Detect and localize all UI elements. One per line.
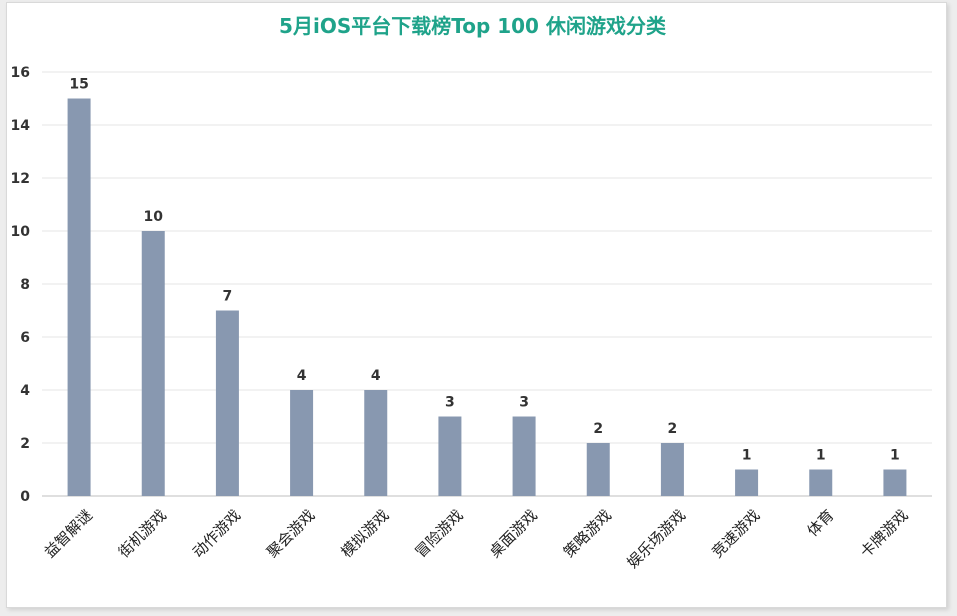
data-label: 2 <box>593 421 603 437</box>
chart-title: 5月iOS平台下载榜Top 100 休闲游戏分类 <box>279 14 666 38</box>
y-tick-label: 2 <box>20 436 30 452</box>
y-tick-label: 4 <box>20 383 30 399</box>
data-label: 10 <box>144 209 164 225</box>
data-label: 3 <box>519 395 529 411</box>
y-tick-label: 14 <box>11 118 31 134</box>
data-label: 2 <box>668 421 678 437</box>
bar[interactable] <box>660 443 684 496</box>
data-label: 4 <box>297 368 307 384</box>
y-tick-label: 10 <box>11 224 31 240</box>
x-category-label: 动作游戏 <box>189 506 244 561</box>
bar[interactable] <box>364 390 388 496</box>
bar[interactable] <box>290 390 314 496</box>
x-category-label: 策略游戏 <box>560 506 615 561</box>
data-label: 1 <box>890 448 900 464</box>
data-label: 4 <box>371 368 381 384</box>
x-category-label: 模拟游戏 <box>337 506 392 561</box>
y-tick-label: 6 <box>20 330 30 346</box>
x-category-label: 娱乐场游戏 <box>623 506 689 572</box>
bar[interactable] <box>67 98 91 497</box>
data-label: 7 <box>223 289 233 305</box>
x-category-label: 益智解谜 <box>41 506 96 561</box>
x-category-label: 冒险游戏 <box>412 506 467 561</box>
bar[interactable] <box>438 416 462 497</box>
bar[interactable] <box>141 231 165 496</box>
y-tick-label: 12 <box>11 171 30 187</box>
y-tick-label: 16 <box>11 65 30 81</box>
y-tick-label: 0 <box>20 489 30 505</box>
bar[interactable] <box>586 443 610 496</box>
data-label: 15 <box>69 77 88 93</box>
bar[interactable] <box>883 469 907 497</box>
bar[interactable] <box>512 416 536 497</box>
data-label: 3 <box>445 395 455 411</box>
bar[interactable] <box>735 469 759 497</box>
x-category-label: 街机游戏 <box>115 506 170 561</box>
data-label: 1 <box>816 448 826 464</box>
x-category-label: 聚会游戏 <box>263 506 318 561</box>
x-category-label: 竞速游戏 <box>708 506 763 561</box>
y-tick-label: 8 <box>20 277 30 293</box>
data-label: 1 <box>742 448 752 464</box>
x-category-label: 体育 <box>804 506 838 540</box>
bar[interactable] <box>215 310 239 497</box>
bar[interactable] <box>809 469 833 497</box>
x-category-label: 卡牌游戏 <box>857 506 912 561</box>
x-category-label: 桌面游戏 <box>486 506 541 561</box>
